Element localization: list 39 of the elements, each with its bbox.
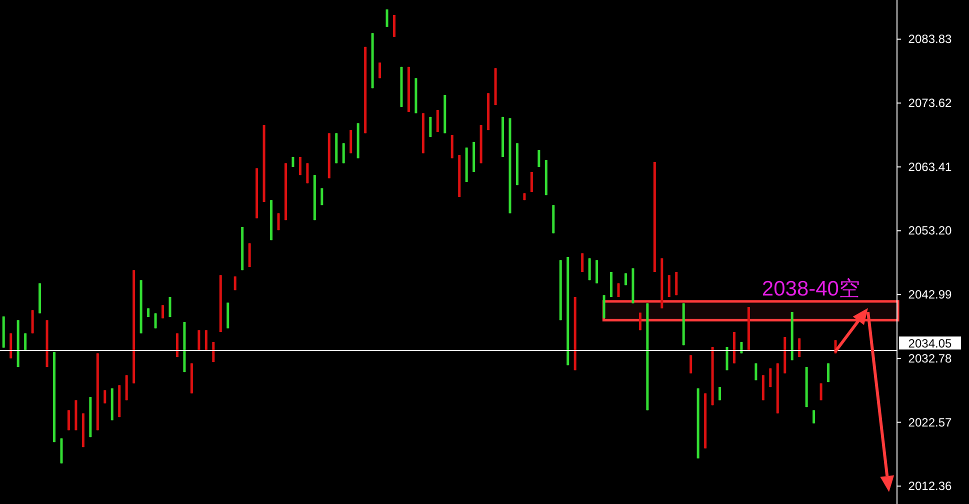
y-tick-label: 2083.83 <box>908 32 952 46</box>
candlestick <box>104 390 106 404</box>
candlestick <box>602 294 606 319</box>
candlestick <box>306 162 309 184</box>
candlestick <box>67 410 70 431</box>
y-tick-label: 2012.36 <box>908 479 952 494</box>
candlestick <box>320 188 324 206</box>
band-label: 2038-40空 <box>762 277 860 300</box>
candlestick <box>350 130 352 154</box>
candlestick <box>718 386 722 401</box>
candlestick <box>198 330 200 351</box>
candlestick <box>378 62 382 79</box>
y-tick-label: 2063.41 <box>908 160 952 174</box>
candlestick <box>675 272 678 296</box>
candlestick <box>204 330 208 351</box>
y-tick-label: 2032.78 <box>908 351 952 366</box>
candlestick <box>154 312 157 329</box>
y-tick-label: 2073.62 <box>908 96 952 110</box>
y-tick-label: 2042.99 <box>908 288 952 302</box>
candlestick <box>638 312 642 331</box>
candlestick <box>450 134 454 159</box>
candlestick <box>812 410 816 424</box>
candlestick <box>596 260 598 284</box>
ref-line-label: 2034.05 <box>908 336 952 350</box>
candlestick <box>436 110 439 132</box>
candlestick <box>31 310 34 334</box>
candlestick <box>342 142 345 164</box>
candlestick <box>162 304 164 319</box>
y-tick-label: 2022.57 <box>908 415 952 430</box>
candlestick <box>168 296 172 318</box>
candlestick <box>386 8 388 28</box>
candlestick <box>690 354 692 374</box>
candlestick <box>429 116 432 138</box>
y-tick-label: 2053.20 <box>908 224 952 238</box>
candlestick <box>248 242 251 268</box>
candlestick <box>538 150 540 168</box>
candlestick <box>530 171 533 192</box>
candlestick <box>668 274 670 298</box>
candlestick <box>277 212 280 231</box>
